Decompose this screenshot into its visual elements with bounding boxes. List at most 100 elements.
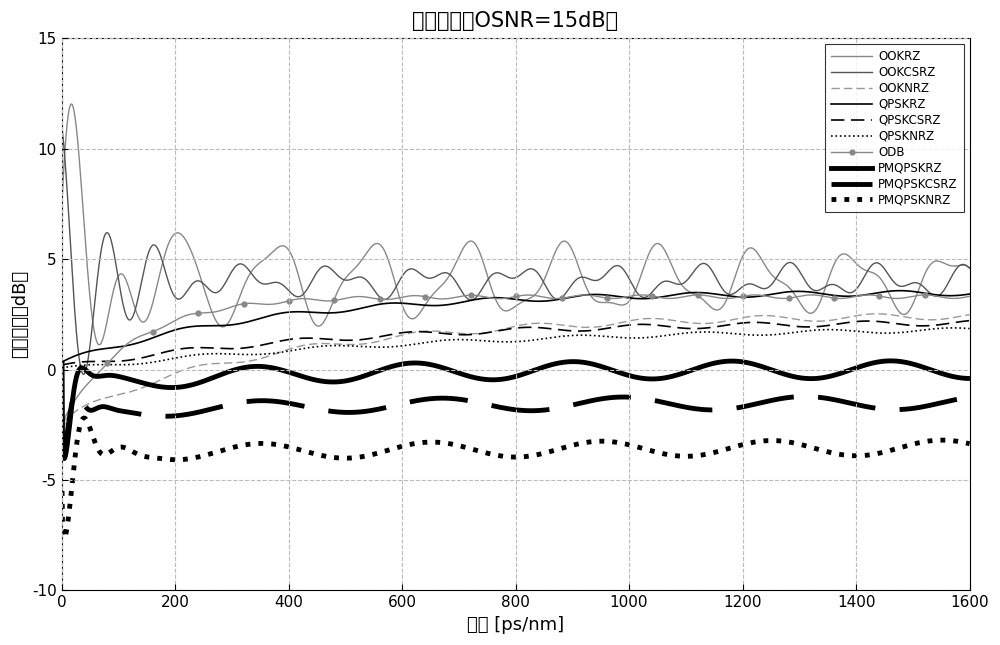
QPSKRZ bbox=[682, 289, 694, 297]
OOKCSRZ bbox=[467, 296, 479, 304]
OOKCSRZ bbox=[219, 280, 231, 288]
OOKCSRZ bbox=[964, 264, 976, 272]
PMQPSKRZ bbox=[906, 360, 918, 368]
PMQPSKRZ bbox=[521, 369, 533, 377]
Line: PMQPSKRZ: PMQPSKRZ bbox=[62, 361, 970, 459]
ODB bbox=[466, 292, 478, 299]
QPSKRZ bbox=[906, 288, 918, 295]
ODB bbox=[520, 291, 532, 299]
PMQPSKNRZ bbox=[56, 487, 68, 495]
QPSKCSRZ bbox=[218, 344, 230, 352]
QPSKCSRZ bbox=[520, 324, 532, 332]
OOKRZ bbox=[220, 322, 232, 330]
QPSKRZ bbox=[964, 290, 976, 298]
ODB bbox=[218, 306, 230, 313]
PMQPSKNRZ bbox=[964, 440, 976, 448]
Line: PMQPSKNRZ: PMQPSKNRZ bbox=[62, 418, 970, 538]
QPSKRZ bbox=[218, 322, 230, 330]
X-axis label: 色散 [ps/nm]: 色散 [ps/nm] bbox=[467, 616, 564, 634]
Line: QPSKNRZ: QPSKNRZ bbox=[62, 328, 970, 368]
OOKNRZ bbox=[56, 419, 68, 426]
OOKRZ bbox=[906, 301, 918, 309]
ODB bbox=[682, 292, 694, 300]
PMQPSKRZ bbox=[682, 368, 694, 375]
OOKRZ bbox=[56, 196, 68, 204]
Line: QPSKRZ: QPSKRZ bbox=[62, 291, 970, 362]
PMQPSKCSRZ bbox=[906, 404, 918, 412]
OOKNRZ bbox=[466, 330, 478, 337]
QPSKNRZ bbox=[964, 324, 976, 332]
Legend: OOKRZ, OOKCSRZ, OOKNRZ, QPSKRZ, QPSKCSRZ, QPSKNRZ, ODB, PMQPSKRZ, PMQPSKCSRZ, PM: OOKRZ, OOKCSRZ, OOKNRZ, QPSKRZ, QPSKCSRZ… bbox=[825, 44, 964, 212]
OOKCSRZ bbox=[521, 266, 533, 274]
OOKCSRZ bbox=[906, 279, 918, 287]
PMQPSKNRZ bbox=[74, 423, 86, 431]
Line: OOKRZ: OOKRZ bbox=[62, 104, 970, 344]
PMQPSKCSRZ bbox=[74, 392, 86, 399]
Title: 特征曲线（OSNR=15dB）: 特征曲线（OSNR=15dB） bbox=[412, 11, 619, 31]
QPSKRZ bbox=[894, 287, 906, 295]
QPSKRZ bbox=[56, 358, 68, 366]
ODB bbox=[56, 419, 68, 427]
QPSKNRZ bbox=[218, 350, 230, 358]
PMQPSKCSRZ bbox=[219, 402, 231, 410]
Line: ODB: ODB bbox=[60, 292, 972, 426]
OOKRZ bbox=[65, 100, 77, 108]
Line: QPSKCSRZ: QPSKCSRZ bbox=[62, 321, 970, 365]
PMQPSKCSRZ bbox=[964, 393, 976, 401]
QPSKCSRZ bbox=[56, 361, 68, 369]
OOKRZ bbox=[683, 288, 695, 295]
OOKCSRZ bbox=[73, 354, 85, 362]
QPSKCSRZ bbox=[964, 317, 976, 324]
QPSKNRZ bbox=[466, 336, 478, 344]
OOKNRZ bbox=[73, 405, 85, 413]
Line: OOKCSRZ: OOKCSRZ bbox=[62, 129, 970, 374]
OOKNRZ bbox=[682, 319, 694, 326]
OOKRZ bbox=[521, 295, 533, 303]
QPSKNRZ bbox=[73, 362, 85, 370]
OOKCSRZ bbox=[78, 370, 90, 378]
OOKRZ bbox=[468, 238, 480, 246]
ODB bbox=[964, 292, 976, 300]
QPSKRZ bbox=[466, 296, 478, 304]
ODB bbox=[919, 291, 931, 299]
PMQPSKNRZ bbox=[906, 441, 918, 448]
PMQPSKRZ bbox=[56, 359, 68, 367]
OOKNRZ bbox=[964, 311, 976, 319]
QPSKCSRZ bbox=[466, 331, 478, 339]
PMQPSKCSRZ bbox=[71, 389, 83, 397]
ODB bbox=[73, 390, 85, 398]
OOKNRZ bbox=[520, 321, 532, 328]
PMQPSKRZ bbox=[885, 357, 897, 364]
OOKNRZ bbox=[906, 314, 918, 322]
Line: PMQPSKCSRZ: PMQPSKCSRZ bbox=[62, 393, 970, 455]
OOKNRZ bbox=[218, 359, 230, 367]
QPSKNRZ bbox=[682, 329, 694, 337]
QPSKCSRZ bbox=[682, 324, 694, 332]
OOKRZ bbox=[93, 341, 105, 348]
QPSKNRZ bbox=[905, 328, 917, 335]
Line: OOKNRZ: OOKNRZ bbox=[62, 313, 970, 422]
PMQPSKRZ bbox=[219, 369, 231, 377]
PMQPSKCSRZ bbox=[521, 407, 533, 415]
OOKRZ bbox=[74, 160, 86, 168]
QPSKRZ bbox=[73, 350, 85, 358]
OOKRZ bbox=[964, 264, 976, 272]
OOKCSRZ bbox=[682, 275, 694, 283]
PMQPSKCSRZ bbox=[56, 451, 68, 459]
PMQPSKCSRZ bbox=[682, 404, 694, 412]
PMQPSKNRZ bbox=[78, 414, 90, 422]
ODB bbox=[905, 293, 917, 301]
OOKCSRZ bbox=[56, 125, 68, 133]
PMQPSKNRZ bbox=[58, 534, 70, 542]
QPSKNRZ bbox=[520, 337, 532, 345]
PMQPSKRZ bbox=[74, 365, 86, 373]
PMQPSKRZ bbox=[964, 375, 976, 382]
PMQPSKRZ bbox=[467, 373, 479, 381]
PMQPSKNRZ bbox=[521, 452, 533, 460]
PMQPSKNRZ bbox=[468, 446, 480, 453]
QPSKCSRZ bbox=[905, 321, 917, 329]
PMQPSKCSRZ bbox=[467, 397, 479, 405]
PMQPSKNRZ bbox=[220, 446, 232, 453]
PMQPSKRZ bbox=[58, 455, 70, 462]
QPSKNRZ bbox=[56, 364, 68, 372]
